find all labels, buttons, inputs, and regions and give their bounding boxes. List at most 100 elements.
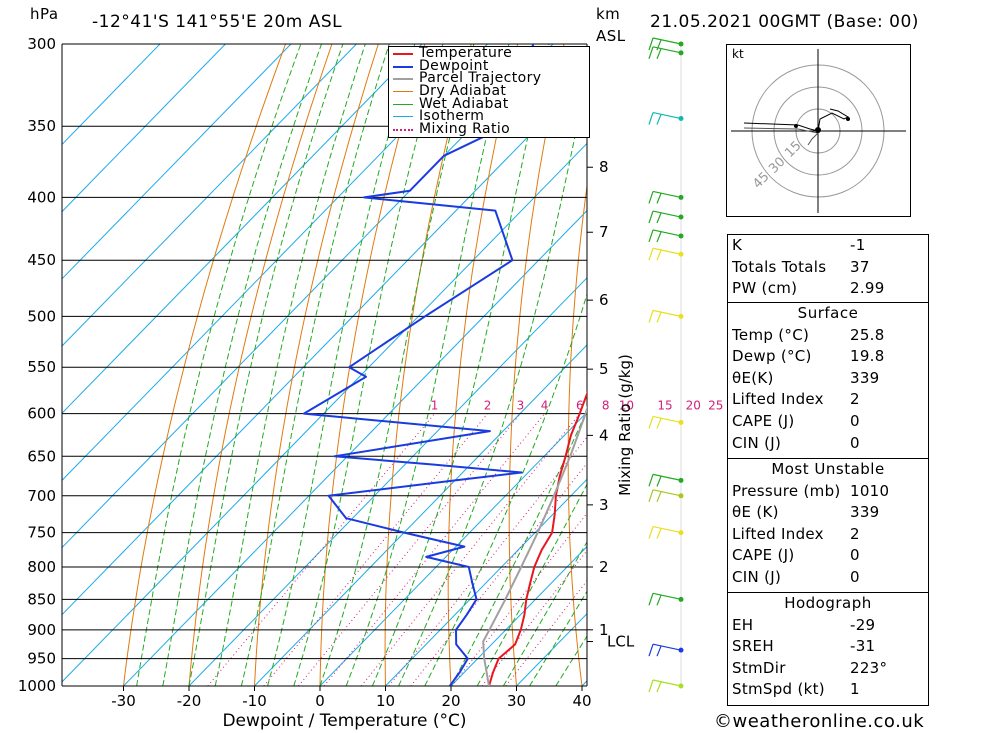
hodograph-ring-label: 15: [782, 139, 804, 161]
lcl-label: LCL: [607, 633, 635, 651]
legend-swatch: [393, 78, 413, 81]
wind-barb-shaft: [652, 473, 682, 481]
chart-legend: Temperature Dewpoint Parcel Trajectory D…: [388, 46, 590, 138]
mu-row: Pressure (mb) 1010: [732, 481, 890, 500]
pressure-tick-label: 700: [27, 487, 56, 505]
wind-barb: [648, 643, 684, 657]
profile-series: [302, 44, 587, 686]
legend-swatch: [393, 53, 413, 55]
wind-barb-flag: [648, 416, 654, 429]
surface-row: θE(K) 339: [732, 368, 880, 387]
temperature-tick-label: 10: [376, 692, 395, 710]
hodograph-indices-panel: Hodograph EH -29 SREH -31 StmDir 223° StmSp…: [727, 592, 929, 706]
height-tick-label: 8: [599, 158, 609, 176]
hodo-row: SREH -31: [732, 637, 876, 656]
wind-barb-flag: [656, 250, 662, 261]
wind-barb-flag: [656, 312, 662, 323]
wind-barb: [648, 247, 684, 261]
wind-barb-flag: [656, 48, 662, 60]
mu-row: θE (K) 339: [732, 503, 880, 522]
pressure-tick-label: 350: [27, 117, 56, 135]
mixing-ratio-label: 15: [657, 399, 672, 413]
surface-row: Dewp (°C) 19.8: [732, 347, 885, 366]
wind-barb-flag: [648, 112, 654, 125]
wind-barb-shaft: [652, 111, 682, 120]
mixing-ratio-line: [263, 413, 489, 686]
temperature-tick-label: 40: [572, 692, 591, 710]
height-tick-label: 3: [599, 496, 609, 514]
legend-item-isotherm: Isotherm: [389, 109, 589, 123]
wind-barb-shaft: [652, 229, 682, 237]
wind-barb-flag: [648, 489, 654, 502]
legend-item-mixing-ratio: Mixing Ratio: [389, 122, 589, 136]
series-temperature: [488, 390, 587, 686]
wind-barb-flag: [648, 37, 654, 51]
wet-adiabat-line: [398, 77, 587, 686]
wet-adiabat-line: [502, 540, 587, 686]
isotherm-line: [450, 545, 587, 686]
temperature-tick-label: 20: [441, 692, 460, 710]
dry-adiabat-line: [982, 44, 1000, 686]
wind-barb-flag: [656, 231, 662, 243]
wind-barb-shaft: [652, 415, 682, 424]
dry-adiabat-line: [935, 44, 1000, 686]
wind-barb-flag: [648, 248, 654, 261]
dry-adiabat-line: [319, 44, 426, 686]
wind-barb-shaft: [652, 210, 682, 218]
wind-barb-shaft: [652, 46, 682, 54]
pressure-unit-label: hPa: [30, 5, 59, 23]
wind-barb: [648, 415, 684, 429]
wind-barb: [648, 473, 684, 487]
mixing-ratio-label: 10: [619, 399, 634, 413]
wind-barb-flag: [656, 681, 662, 693]
station-location: -12°41'S 141°55'E 20m ASL: [92, 12, 343, 32]
wind-barb: [648, 190, 684, 204]
mixing-ratio-line: [451, 512, 587, 686]
wind-barb-flag: [648, 310, 654, 323]
isotherm-line: [319, 411, 587, 686]
pressure-tick-label: 550: [27, 358, 56, 376]
hodograph-indices-title: Hodograph: [784, 594, 872, 612]
mu-row: Lifted Index 2: [732, 524, 860, 543]
surface-panel: Surface Temp (°C) 25.8 Dewp (°C) 19.8 θE(K…: [727, 302, 929, 459]
pressure-tick-label: 850: [27, 590, 56, 608]
height-tick-label: 4: [599, 426, 609, 444]
temperature-tick-label: -10: [242, 692, 267, 710]
hodograph-unit: kt: [732, 47, 744, 61]
wind-barb: [648, 111, 684, 125]
wind-barb-flag: [656, 418, 662, 429]
legend-item-parcel: Parcel Trajectory: [389, 71, 589, 85]
isotherm-line: [385, 478, 587, 686]
wind-barb-shaft: [652, 526, 682, 534]
wind-barb-shaft: [652, 309, 682, 317]
isotherm-line: [62, 75, 587, 616]
series-dewpoint: [302, 44, 535, 686]
mixing-ratio-label: 8: [602, 399, 610, 413]
wind-barb-flag: [648, 474, 654, 487]
x-axis-title: Dewpoint / Temperature (°C): [222, 711, 466, 731]
isotherm-line: [62, 142, 587, 683]
wind-barb: [648, 489, 684, 503]
isotherm-line: [62, 44, 423, 414]
wind-barb-flag: [656, 595, 662, 606]
pressure-tick-label: 500: [27, 307, 56, 325]
isotherm-line: [254, 344, 587, 686]
mixing-ratio-line: [360, 413, 581, 686]
mixing-ratio-label: 1: [431, 399, 439, 413]
legend-item-temperature: Temperature: [389, 46, 589, 60]
sounding-datetime: 21.05.2021 00GMT (Base: 00): [650, 12, 919, 32]
wind-barb-flag: [648, 46, 654, 60]
height-tick-label: 7: [599, 223, 609, 241]
wind-barb-dot: [678, 251, 684, 257]
height-tick-label: 1: [599, 621, 609, 639]
surface-title: Surface: [797, 304, 859, 322]
wind-barb: [648, 526, 684, 539]
dry-adiabat-line: [681, 44, 713, 686]
wet-adiabat-line: [188, 44, 344, 686]
legend-item-dewpoint: Dewpoint: [389, 59, 589, 73]
most-unstable-title: Most Unstable: [771, 460, 885, 478]
mixing-ratio-label: 6: [576, 399, 584, 413]
wind-barb-flag: [648, 679, 654, 693]
wind-barb-shaft: [652, 247, 682, 255]
